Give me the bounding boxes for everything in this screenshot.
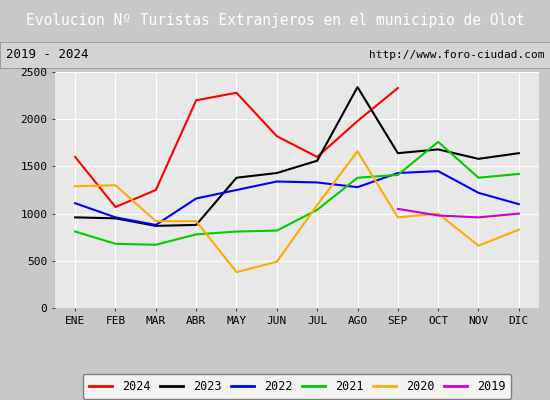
- Text: 2019 - 2024: 2019 - 2024: [6, 48, 88, 62]
- Legend: 2024, 2023, 2022, 2021, 2020, 2019: 2024, 2023, 2022, 2021, 2020, 2019: [83, 374, 511, 399]
- Text: http://www.foro-ciudad.com: http://www.foro-ciudad.com: [369, 50, 544, 60]
- Text: Evolucion Nº Turistas Extranjeros en el municipio de Olot: Evolucion Nº Turistas Extranjeros en el …: [26, 14, 524, 28]
